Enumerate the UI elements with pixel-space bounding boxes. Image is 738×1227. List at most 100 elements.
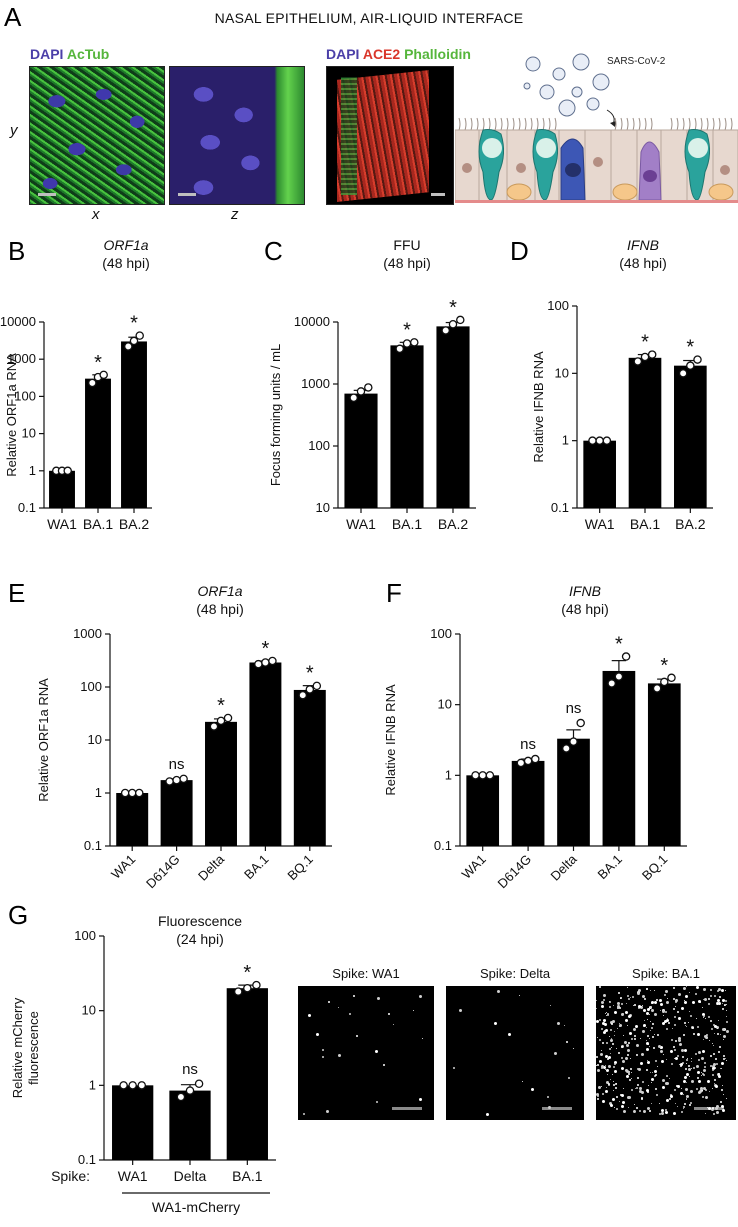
fluorescent-cell xyxy=(623,1088,624,1089)
fluorescent-cell xyxy=(718,988,721,991)
fluorescent-cell xyxy=(605,1013,606,1014)
fluorescent-cell xyxy=(605,1055,608,1058)
fluorescent-cell xyxy=(718,1020,719,1021)
data-point xyxy=(305,685,315,694)
y-tick-label: 0.1 xyxy=(434,838,452,853)
fluorescent-cell xyxy=(710,989,712,991)
fluorescent-cell xyxy=(597,1037,598,1038)
fluorescent-cell xyxy=(714,1079,716,1081)
fluorescent-cell xyxy=(621,1105,624,1108)
data-point xyxy=(194,1079,204,1089)
fluorescent-cell xyxy=(679,1064,680,1065)
significance-label: * xyxy=(403,319,411,341)
data-point xyxy=(135,331,144,340)
fluorescent-cell xyxy=(644,998,646,1000)
fluorescent-cell xyxy=(714,1083,715,1084)
x-tick-label: BA.2 xyxy=(438,516,469,532)
data-point xyxy=(595,436,604,445)
fluorescent-cell xyxy=(722,1085,723,1086)
fluorescent-cell xyxy=(639,1090,642,1093)
fluorescent-cell xyxy=(604,1023,607,1026)
fluorescent-cell xyxy=(609,1102,612,1105)
fluorescent-cell xyxy=(667,1018,668,1019)
fluorescent-cell xyxy=(628,998,630,1000)
fluorescence-image-ba1 xyxy=(596,986,736,1120)
x-tick-label: WA1 xyxy=(118,1168,148,1184)
fluorescent-cell xyxy=(692,1001,695,1004)
fluorescent-cell xyxy=(652,1036,654,1038)
fluorescent-cell xyxy=(673,1112,676,1115)
fluorescent-cell xyxy=(684,1076,687,1079)
fluorescent-cell xyxy=(716,1063,718,1065)
fluorescent-cell xyxy=(633,1005,634,1006)
fluorescent-cell xyxy=(598,1086,601,1089)
x-tick-label: BA.1 xyxy=(232,1168,263,1184)
fluorescent-cell xyxy=(712,1067,715,1070)
phalloidin-edge xyxy=(341,77,357,195)
fluorescent-cell xyxy=(677,1106,678,1107)
fluorescent-cell xyxy=(666,1059,667,1060)
fluorescent-cell xyxy=(650,990,651,991)
fluorescent-cell xyxy=(612,1074,613,1075)
fluorescent-cell xyxy=(607,1013,609,1015)
fluorescent-cell xyxy=(519,995,520,996)
fluorescent-cell xyxy=(702,1096,704,1098)
x-tick-label: Delta xyxy=(174,1168,207,1184)
fluorescent-cell xyxy=(708,998,710,1000)
fluorescent-cell xyxy=(621,1094,624,1097)
fluorescent-cell xyxy=(651,1009,654,1012)
epithelium-schematic: SARS-CoV-2 xyxy=(455,53,738,203)
fluorescent-cell xyxy=(625,1019,628,1022)
fluorescent-cell xyxy=(697,1033,700,1036)
fluorescent-cell xyxy=(709,1091,710,1092)
fluorescent-cell xyxy=(649,1110,651,1112)
y-tick-label: 0.1 xyxy=(84,838,102,853)
fluorescent-cell xyxy=(413,1010,414,1011)
fluorescent-cell xyxy=(717,999,720,1002)
fluorescent-cell xyxy=(673,987,675,989)
y-tick-label: 100 xyxy=(308,438,330,453)
fluorescent-cell xyxy=(675,1103,676,1104)
fluorescent-cell xyxy=(688,1068,691,1071)
fluorescent-cell xyxy=(610,1079,611,1080)
fluorescent-cell xyxy=(703,1074,705,1076)
fluorescent-cell xyxy=(303,1113,305,1115)
fluorescent-cell xyxy=(715,1107,718,1110)
fluorescent-cell xyxy=(655,1088,657,1090)
fluorescent-cell xyxy=(603,994,606,997)
fluorescent-cell xyxy=(723,1055,725,1057)
fluorescent-cell xyxy=(646,1040,647,1041)
fluorescent-cell xyxy=(602,1042,604,1044)
significance-label: * xyxy=(660,655,668,677)
fluorescent-cell xyxy=(691,1068,692,1069)
fluorescent-cell xyxy=(633,1028,636,1031)
data-point xyxy=(127,788,137,798)
fluorescent-cell xyxy=(685,1068,687,1070)
fluorescent-cell xyxy=(642,995,645,998)
data-point xyxy=(602,436,612,445)
fluorescent-cell xyxy=(651,1082,652,1083)
fluorescent-cell xyxy=(697,1071,700,1074)
fluorescent-cell xyxy=(622,1060,625,1063)
fluorescent-cell xyxy=(698,1051,701,1054)
fluorescent-cell xyxy=(666,1099,669,1102)
basement-membrane xyxy=(455,200,738,203)
phalloidin-label: Phalloidin xyxy=(404,46,471,62)
fluorescent-cell xyxy=(706,1098,707,1099)
fluorescent-cell xyxy=(638,989,641,992)
data-point xyxy=(523,756,533,766)
fluorescent-cell xyxy=(674,1016,676,1018)
fluorescent-cell xyxy=(675,1006,676,1007)
fluorescent-cell xyxy=(607,1014,609,1016)
y-tick-label: 1000 xyxy=(301,376,330,391)
fluorescent-cell xyxy=(328,1001,330,1003)
fluorescent-cell xyxy=(627,1096,630,1099)
data-point xyxy=(441,326,450,335)
fluorescent-cell xyxy=(606,1042,608,1044)
fluorescent-cell xyxy=(634,1104,635,1105)
fluorescent-cell xyxy=(654,1070,657,1073)
fluorescent-cell xyxy=(626,1075,629,1078)
fluorescent-cell xyxy=(703,999,704,1000)
scale-bar xyxy=(392,1107,422,1110)
fluorescent-cell xyxy=(646,1042,649,1045)
